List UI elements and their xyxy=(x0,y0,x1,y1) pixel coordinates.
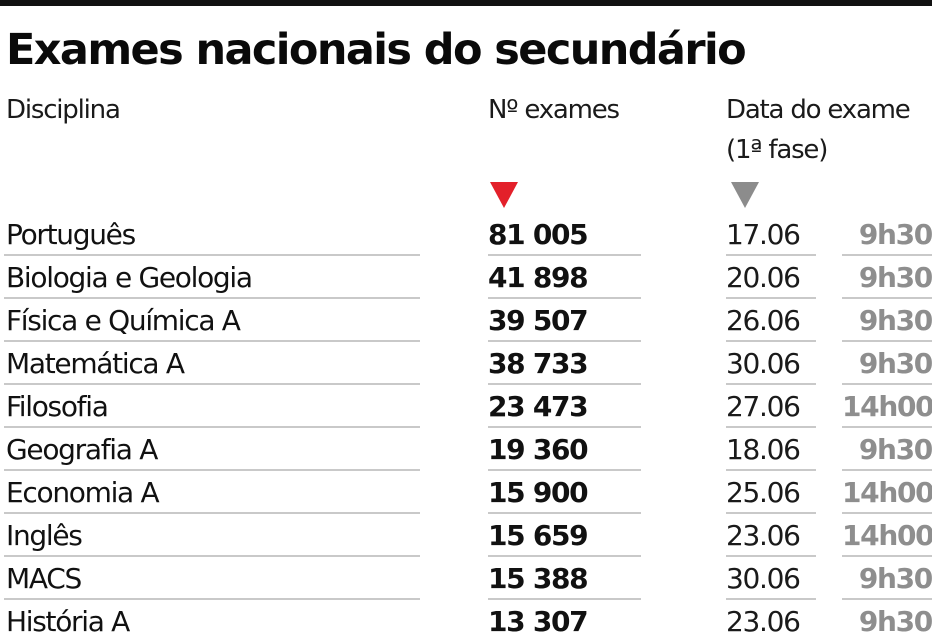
time-cell: 9h30 xyxy=(842,299,932,342)
header-exam-count: Nº exames xyxy=(488,95,620,125)
date-cell: 18.06 xyxy=(726,428,816,471)
exam-table: Português 81 005 17.06 9h30 Biologia e G… xyxy=(0,213,932,643)
count-cell: 15 388 xyxy=(488,557,641,600)
discipline-cell: Economia A xyxy=(4,471,420,514)
table-row: Inglês 15 659 23.06 14h00 xyxy=(0,514,932,557)
sort-descending-gray-icon xyxy=(731,182,759,208)
time-cell: 9h30 xyxy=(842,342,932,385)
table-row: Economia A 15 900 25.06 14h00 xyxy=(0,471,932,514)
page-title: Exames nacionais do secundário xyxy=(6,25,747,75)
date-cell: 26.06 xyxy=(726,299,816,342)
count-cell: 38 733 xyxy=(488,342,641,385)
date-cell: 30.06 xyxy=(726,557,816,600)
date-cell: 17.06 xyxy=(726,213,816,256)
count-cell: 19 360 xyxy=(488,428,641,471)
time-cell: 14h00 xyxy=(842,385,932,428)
date-cell: 20.06 xyxy=(726,256,816,299)
discipline-cell: Inglês xyxy=(4,514,420,557)
count-cell: 81 005 xyxy=(488,213,641,256)
table-row: Matemática A 38 733 30.06 9h30 xyxy=(0,342,932,385)
discipline-cell: Português xyxy=(4,213,420,256)
count-cell: 15 659 xyxy=(488,514,641,557)
count-cell: 23 473 xyxy=(488,385,641,428)
time-cell: 9h30 xyxy=(842,428,932,471)
date-cell: 23.06 xyxy=(726,514,816,557)
table-row: Física e Química A 39 507 26.06 9h30 xyxy=(0,299,932,342)
sort-descending-red-icon xyxy=(490,182,518,208)
time-cell: 14h00 xyxy=(842,471,932,514)
count-cell: 41 898 xyxy=(488,256,641,299)
discipline-cell: Física e Química A xyxy=(4,299,420,342)
top-rule xyxy=(0,0,932,6)
count-cell: 15 900 xyxy=(488,471,641,514)
table-row: Filosofia 23 473 27.06 14h00 xyxy=(0,385,932,428)
time-cell: 9h30 xyxy=(842,256,932,299)
header-discipline: Disciplina xyxy=(6,95,121,125)
table-row: História A 13 307 23.06 9h30 xyxy=(0,600,932,643)
count-cell: 39 507 xyxy=(488,299,641,342)
time-cell: 14h00 xyxy=(842,514,932,557)
discipline-cell: Matemática A xyxy=(4,342,420,385)
header-exam-date: Data do exame (1ª fase) xyxy=(726,90,911,170)
header-exam-date-line2: (1ª fase) xyxy=(726,135,828,165)
date-cell: 27.06 xyxy=(726,385,816,428)
header-exam-date-line1: Data do exame xyxy=(726,95,911,125)
discipline-cell: Geografia A xyxy=(4,428,420,471)
date-cell: 25.06 xyxy=(726,471,816,514)
discipline-cell: MACS xyxy=(4,557,420,600)
table-row: Biologia e Geologia 41 898 20.06 9h30 xyxy=(0,256,932,299)
table-row: Geografia A 19 360 18.06 9h30 xyxy=(0,428,932,471)
table-row: MACS 15 388 30.06 9h30 xyxy=(0,557,932,600)
date-cell: 30.06 xyxy=(726,342,816,385)
time-cell: 9h30 xyxy=(842,557,932,600)
table-row: Português 81 005 17.06 9h30 xyxy=(0,213,932,256)
time-cell: 9h30 xyxy=(842,213,932,256)
discipline-cell: Biologia e Geologia xyxy=(4,256,420,299)
discipline-cell: Filosofia xyxy=(4,385,420,428)
